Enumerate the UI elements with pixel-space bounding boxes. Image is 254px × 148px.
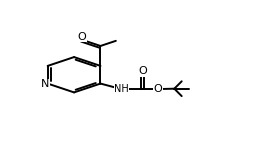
- Text: NH: NH: [114, 84, 129, 94]
- Text: O: O: [154, 84, 163, 94]
- Text: O: O: [78, 32, 87, 42]
- Text: N: N: [41, 79, 50, 89]
- Text: O: O: [139, 66, 148, 76]
